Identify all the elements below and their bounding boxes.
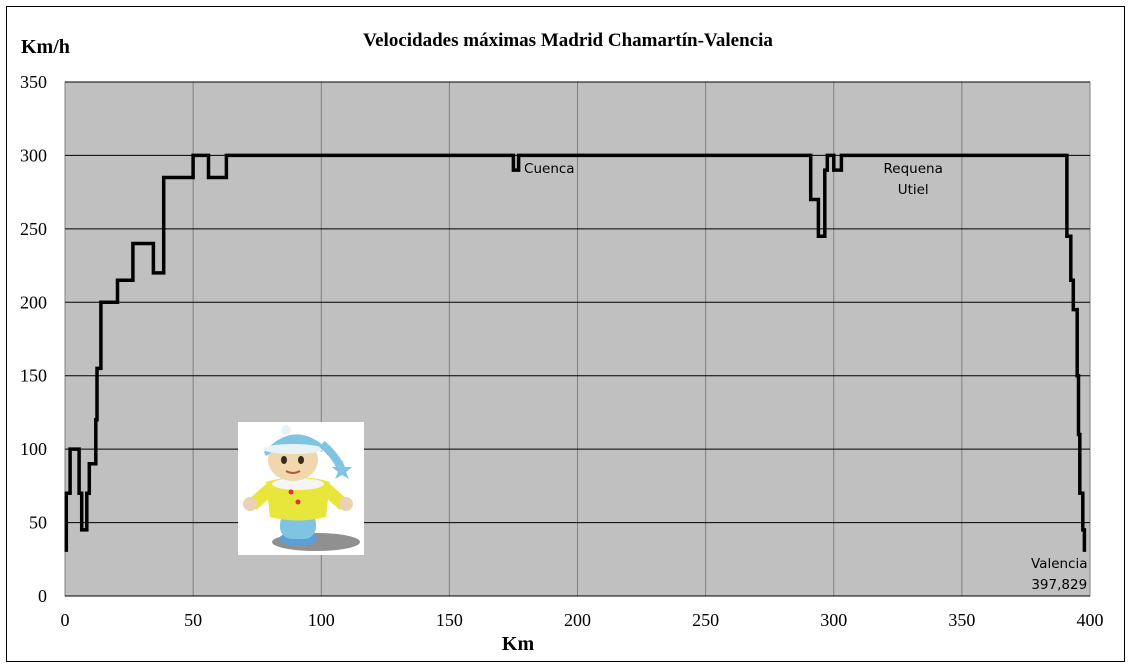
y-tick-label: 150 xyxy=(20,366,47,386)
chart-title: Velocidades máximas Madrid Chamartín-Val… xyxy=(363,30,773,51)
tick-labels: 0 50 100 150 200 250 300 350 400 0 50 100 150 200 250 3… xyxy=(20,72,1104,630)
toy-doll-figure-image xyxy=(238,422,364,555)
x-tick-label: 250 xyxy=(692,610,719,630)
x-tick-label: 400 xyxy=(1077,610,1104,630)
y-tick-label: 50 xyxy=(29,513,47,533)
x-tick-label: 0 xyxy=(61,610,70,630)
x-tick-label: 150 xyxy=(436,610,463,630)
y-tick-label: 0 xyxy=(38,586,47,606)
x-tick-label: 200 xyxy=(564,610,591,630)
x-axis-title: Km xyxy=(502,633,535,655)
annotation-label: Cuenca xyxy=(524,161,575,177)
grid-lines xyxy=(64,81,1091,597)
x-tick-label: 300 xyxy=(820,610,847,630)
series-line xyxy=(64,153,1087,552)
x-tick-label: 50 xyxy=(184,610,202,630)
y-tick-label: 350 xyxy=(20,72,47,92)
annotation-label: Valencia 397,829 xyxy=(1031,556,1088,593)
y-tick-label: 300 xyxy=(20,145,47,165)
y-tick-label: 100 xyxy=(20,439,47,459)
y-tick-label: 200 xyxy=(20,292,47,312)
x-tick-label: 350 xyxy=(948,610,975,630)
y-tick-label: 250 xyxy=(20,219,47,239)
chart-frame xyxy=(6,6,1125,662)
x-tick-label: 100 xyxy=(308,610,335,630)
annotation-label: Requena Utiel xyxy=(884,161,943,198)
y-axis-title: Km/h xyxy=(21,36,70,58)
annotations: Cuenca Requena Utiel Valencia 397,829 xyxy=(524,161,1087,593)
